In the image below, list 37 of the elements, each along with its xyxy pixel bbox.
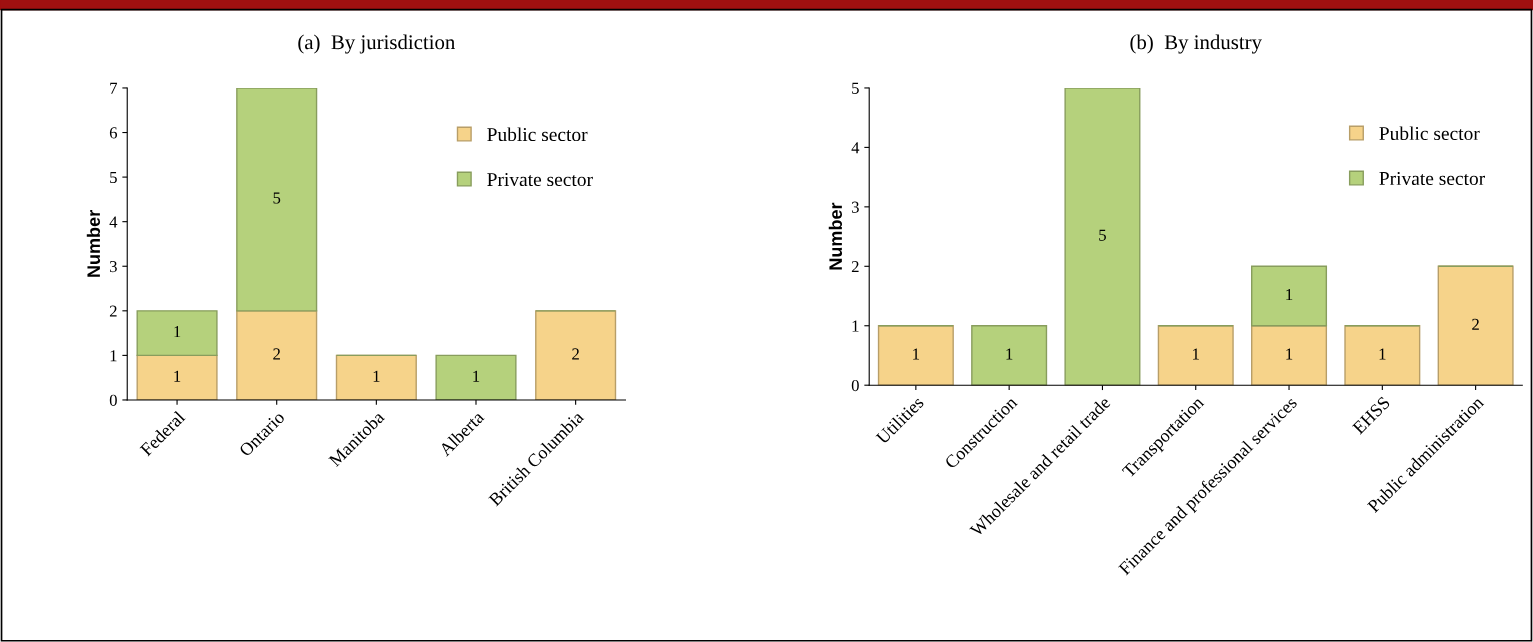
y-axis-title: Number	[86, 210, 101, 277]
data-label: 1	[174, 326, 181, 338]
y-tick-label: 0	[851, 379, 859, 392]
legend-label: Public sector	[1379, 126, 1480, 141]
y-tick-label: 2	[109, 305, 117, 317]
y-tick-label: 5	[852, 82, 859, 94]
data-label: 1	[174, 370, 181, 382]
y-tick-label: 4	[109, 216, 118, 228]
y-tick-label: 0	[109, 394, 117, 406]
data-label: 1	[1193, 348, 1199, 360]
y-tick-label: 5	[110, 171, 117, 184]
y-tick-label: 6	[109, 127, 118, 139]
data-label: 1	[1286, 289, 1293, 301]
legend-label: Private sector	[1379, 171, 1485, 186]
data-label: 1	[373, 370, 380, 382]
legend-label: Private sector	[487, 173, 593, 187]
y-tick-label: 2	[851, 261, 859, 273]
data-label: 1	[1006, 348, 1013, 360]
chart-title: (b) By industry	[1130, 34, 1262, 54]
y-axis-title: Number	[828, 202, 843, 270]
data-label: 2	[572, 348, 579, 360]
legend-label: Public sector	[487, 127, 588, 142]
data-label: 1	[473, 370, 480, 382]
data-label: 5	[273, 192, 281, 204]
y-tick-label: 3	[851, 201, 859, 213]
y-tick-label: 1	[110, 350, 117, 362]
y-tick-label: 3	[109, 260, 117, 273]
y-tick-label: 1	[852, 320, 859, 332]
data-label: 1	[1379, 348, 1386, 360]
chart-title: (a) By jurisdiction	[298, 34, 456, 54]
data-label: 1	[913, 348, 920, 360]
y-tick-label: 7	[110, 82, 118, 94]
y-tick-label: 4	[851, 142, 860, 154]
data-label: 2	[273, 348, 280, 360]
data-label: 5	[1099, 229, 1106, 241]
data-label: 1	[1286, 348, 1293, 360]
data-label: 2	[1472, 318, 1479, 330]
